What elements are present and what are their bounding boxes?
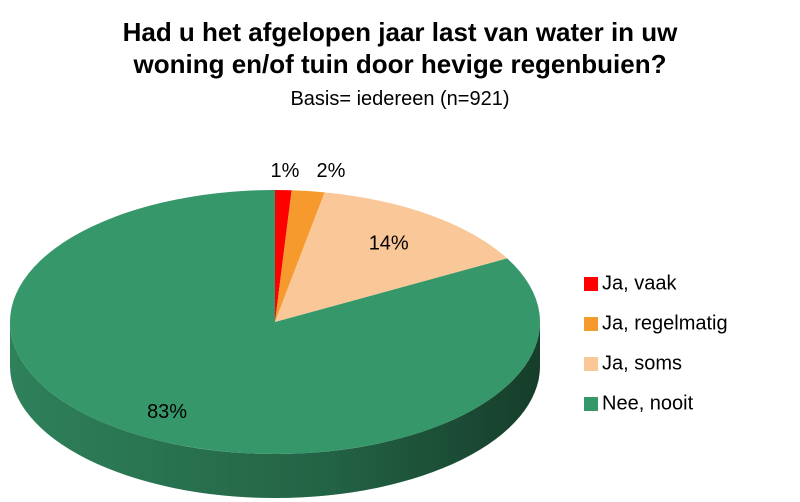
legend-swatch bbox=[584, 277, 598, 291]
data-label: 83% bbox=[147, 401, 187, 423]
legend-swatch bbox=[584, 317, 598, 331]
legend-swatch bbox=[584, 397, 598, 411]
chart-title: Had u het afgelopen jaar last van water … bbox=[122, 17, 678, 79]
slice-side-shade bbox=[10, 322, 540, 498]
data-label: 1% bbox=[271, 160, 300, 182]
slice bbox=[10, 190, 541, 455]
legend-label: Ja, soms bbox=[602, 352, 682, 374]
data-label: 2% bbox=[317, 160, 346, 182]
legend-label: Ja, regelmatig bbox=[602, 312, 728, 334]
chart-title-block: Had u het afgelopen jaar last van water … bbox=[120, 16, 680, 115]
data-label: 14% bbox=[369, 232, 409, 254]
chart-subtitle: Basis= iedereen (n=921) bbox=[290, 88, 510, 110]
slice bbox=[275, 190, 325, 322]
legend-label: Nee, nooit bbox=[602, 392, 694, 414]
slice bbox=[275, 192, 508, 322]
slice bbox=[275, 190, 292, 322]
legend-swatch bbox=[584, 357, 598, 371]
legend-label: Ja, vaak bbox=[602, 272, 677, 294]
